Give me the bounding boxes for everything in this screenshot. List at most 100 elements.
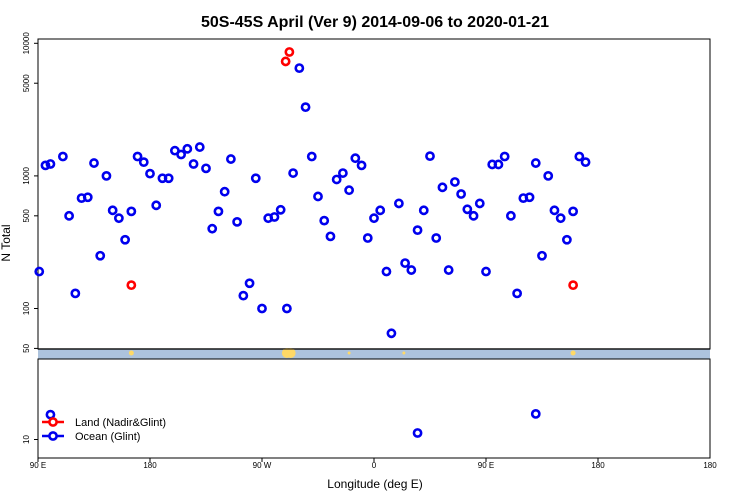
upper-panel-frame xyxy=(37,38,711,350)
point-ocean-glint xyxy=(412,428,423,438)
point-ocean-glint xyxy=(232,216,243,227)
y-tick-label: 10000 xyxy=(22,32,31,55)
point-ocean-glint xyxy=(219,186,230,197)
legend-label: Land (Nadir&Glint) xyxy=(75,417,166,429)
point-ocean-glint xyxy=(64,210,75,221)
x-tick-label: 90 E xyxy=(30,461,46,470)
point-ocean-glint xyxy=(201,163,211,174)
point-ocean-glint xyxy=(70,288,81,299)
point-ocean-glint xyxy=(530,158,541,168)
point-ocean-glint xyxy=(493,159,504,170)
point-ocean-glint xyxy=(331,174,342,185)
band-marker xyxy=(347,351,351,355)
point-land-nadir-glint xyxy=(126,280,137,291)
point-ocean-glint xyxy=(356,160,367,171)
point-ocean-glint xyxy=(319,215,330,226)
separator-band xyxy=(38,349,710,359)
point-ocean-glint xyxy=(369,213,379,224)
point-ocean-glint xyxy=(425,151,435,162)
point-ocean-glint xyxy=(443,265,454,275)
point-ocean-glint xyxy=(543,170,554,181)
y-tick-label: 10 xyxy=(22,435,31,444)
point-ocean-glint xyxy=(95,250,106,261)
point-ocean-glint xyxy=(288,168,299,178)
point-ocean-glint xyxy=(57,151,68,162)
point-ocean-glint xyxy=(107,205,118,216)
point-ocean-glint xyxy=(530,408,541,419)
band-marker xyxy=(128,350,134,356)
point-ocean-glint xyxy=(580,157,591,168)
point-ocean-glint xyxy=(188,159,199,169)
point-land-nadir-glint xyxy=(284,47,295,57)
y-tick-label: 500 xyxy=(22,209,31,223)
y-axis-label: N Total xyxy=(0,224,13,261)
point-ocean-glint xyxy=(375,205,386,216)
point-ocean-glint xyxy=(281,303,292,314)
point-ocean-glint xyxy=(257,303,267,314)
point-ocean-glint xyxy=(213,206,224,217)
point-ocean-glint xyxy=(250,173,261,184)
point-ocean-glint xyxy=(89,158,99,168)
y-tick-label: 5000 xyxy=(22,74,31,92)
point-ocean-glint xyxy=(568,206,579,217)
point-ocean-glint xyxy=(481,266,491,277)
point-ocean-glint xyxy=(505,210,516,221)
point-ocean-glint xyxy=(325,231,336,242)
x-tick-label: 180 xyxy=(703,461,717,470)
point-ocean-glint xyxy=(275,204,286,215)
point-ocean-glint xyxy=(337,168,348,178)
point-ocean-glint xyxy=(537,250,547,261)
point-ocean-glint xyxy=(176,149,187,160)
point-ocean-glint xyxy=(132,151,143,162)
point-ocean-glint xyxy=(474,198,485,209)
point-ocean-glint xyxy=(300,102,311,113)
point-ocean-glint xyxy=(313,191,323,202)
point-ocean-glint xyxy=(512,288,523,299)
x-tick-label: 180 xyxy=(143,461,157,470)
point-ocean-glint xyxy=(561,234,572,245)
y-tick-label: 100 xyxy=(22,301,31,315)
legend-marker xyxy=(48,431,58,441)
point-ocean-glint xyxy=(207,223,218,234)
y-tick-label: 1000 xyxy=(22,166,31,184)
chart-title: 50S-45S April (Ver 9) 2014-09-06 to 2020… xyxy=(201,14,549,31)
point-ocean-glint xyxy=(437,182,448,193)
point-ocean-glint xyxy=(418,205,429,216)
x-tick-label: 90 E xyxy=(478,461,494,470)
y-tick-label: 50 xyxy=(22,343,31,352)
point-ocean-glint xyxy=(194,142,205,152)
x-tick-label: 90 W xyxy=(253,461,272,470)
point-land-nadir-glint xyxy=(568,280,579,291)
point-land-nadir-glint xyxy=(280,56,291,67)
point-ocean-glint xyxy=(400,258,411,268)
point-ocean-glint xyxy=(350,153,361,164)
point-ocean-glint xyxy=(40,160,51,171)
point-ocean-glint xyxy=(225,154,236,164)
point-ocean-glint xyxy=(34,266,45,277)
point-ocean-glint xyxy=(456,189,467,199)
point-ocean-glint xyxy=(362,233,373,243)
point-ocean-glint xyxy=(101,170,112,181)
point-ocean-glint xyxy=(574,151,585,162)
point-ocean-glint xyxy=(306,151,317,162)
point-ocean-glint xyxy=(151,200,162,211)
band-marker xyxy=(402,351,406,355)
x-tick-label: 0 xyxy=(372,461,377,470)
point-ocean-glint xyxy=(126,206,137,217)
point-ocean-glint xyxy=(393,198,404,209)
point-ocean-glint xyxy=(244,278,255,289)
point-ocean-glint xyxy=(386,328,397,339)
point-ocean-glint xyxy=(145,168,155,179)
point-ocean-glint xyxy=(462,204,473,215)
legend-marker xyxy=(48,417,58,427)
band-marker xyxy=(570,350,576,356)
point-ocean-glint xyxy=(555,213,566,224)
point-ocean-glint xyxy=(163,173,174,184)
band-marker xyxy=(285,348,296,358)
point-ocean-glint xyxy=(449,177,460,187)
point-ocean-glint xyxy=(468,210,479,221)
point-ocean-glint xyxy=(549,205,560,216)
point-ocean-glint xyxy=(263,213,274,224)
